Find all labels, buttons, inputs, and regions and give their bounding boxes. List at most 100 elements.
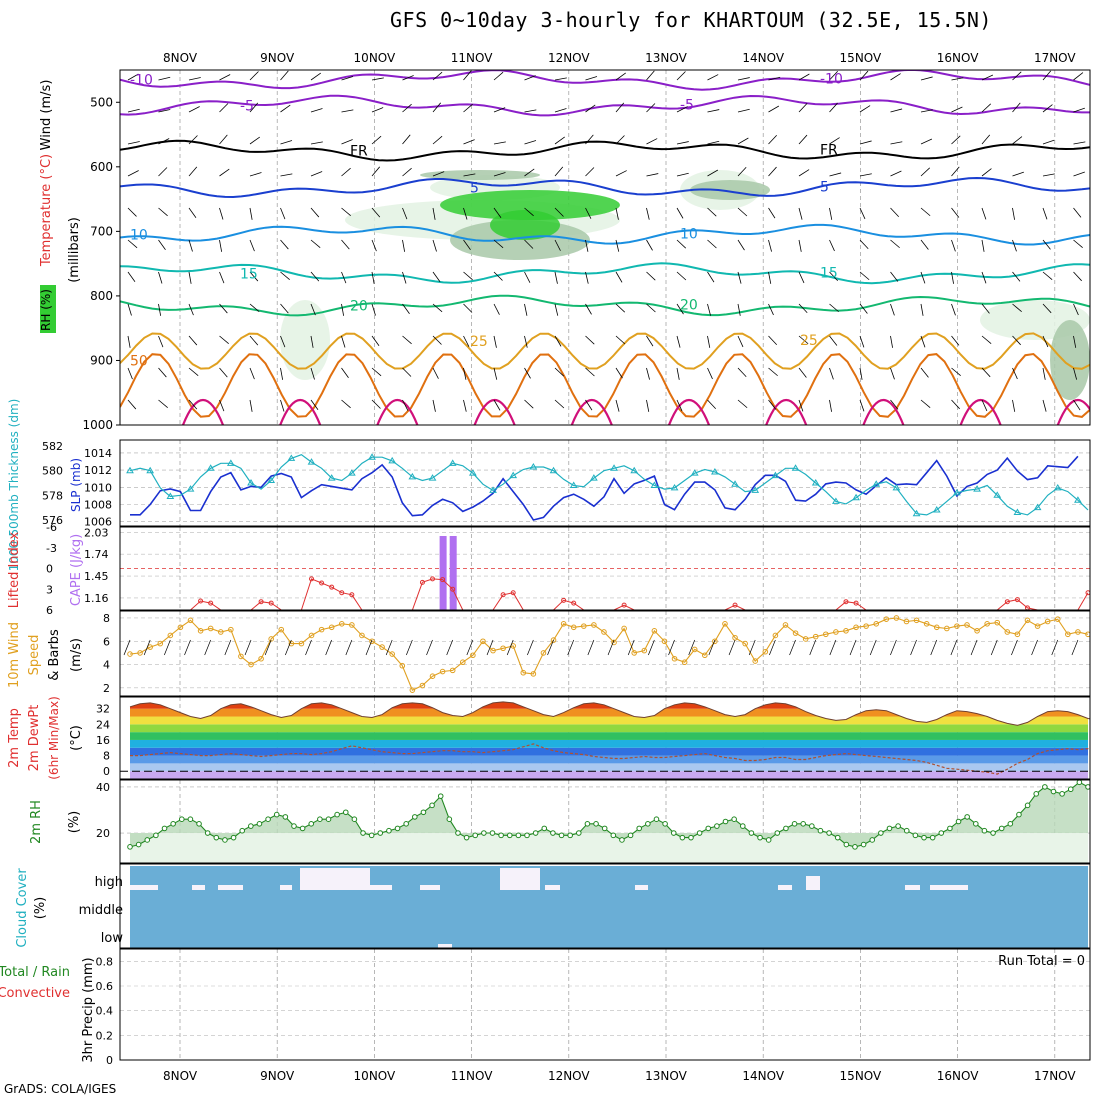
wind-speed-line [129,617,1089,691]
thickness-point [610,464,618,471]
wind-barb [951,77,964,81]
wind-barb [310,72,321,81]
wind-barb [676,207,684,219]
rh-point [273,811,280,818]
wind-barb [127,141,140,145]
wind-barb-10m [1011,639,1018,656]
wind-speed-point [903,618,910,625]
thickness-point [791,464,800,471]
top-day-label: 10NOV [354,51,396,65]
wind-speed-point [1024,617,1031,624]
thickness-point [347,469,356,476]
rh-point [731,816,737,822]
wind-barb [859,239,869,250]
rh-point [144,837,151,843]
rh-legend-swatch [40,285,56,333]
wind-barb [920,367,929,378]
rh-point [325,816,332,822]
temp-band [130,716,1088,725]
wind-speed-point [560,621,567,627]
wind-barb [890,399,899,410]
wind-speed-point [772,632,779,639]
wind-barb-10m [385,639,393,656]
wind-barb [127,303,132,316]
wind-barb [1042,70,1052,81]
cloud-high-bar [955,885,968,890]
rh-point [481,830,487,836]
wind-barb-10m [708,639,716,656]
wind-speed-point [177,624,184,631]
cloud-high-bar [500,868,540,890]
thickness-point [247,479,255,486]
rh-point [947,825,953,832]
rh-point [351,816,358,822]
rh-point [368,832,375,839]
slp-tick-label: 1010 [84,481,112,494]
wind-barb [310,367,315,380]
li-point [419,579,425,585]
wind-barb-10m [829,639,837,656]
wind-barb [188,239,193,252]
wind-barb [432,271,441,282]
rh-point [239,827,245,834]
rh-point [204,830,211,836]
wind-barb [554,335,562,347]
wind-barb-10m [527,639,534,656]
ylabel-2m-dewpt: 2m DewPt [27,705,42,772]
wind-barb [463,70,472,81]
wind-barb [341,207,351,217]
slp-tick-label: 1008 [84,499,112,512]
wind-speed-point [328,624,335,631]
wind-barb [798,303,808,314]
wind-barb [890,303,895,316]
wind-speed-point [823,631,829,638]
thickness-point [206,464,215,471]
wind-barb [890,367,895,380]
wind-barb [524,271,531,283]
wind-barb [920,167,931,177]
wind-barb [524,335,528,348]
rh-point [153,832,159,839]
rh-point [903,827,910,834]
rh-point [1076,780,1083,786]
wind-barb [158,207,168,217]
wind-barb-10m [285,639,292,656]
li-point [268,600,274,606]
wind-barb [341,367,349,378]
rh-point [170,821,176,827]
panel-frame-cloud [119,863,1091,949]
wind-speed-point [318,626,325,633]
temp-band [130,701,1088,709]
temp-band [130,771,1088,779]
wind-barb [127,170,139,177]
wind-barb [219,74,231,81]
rh-point [394,825,401,832]
wind-barb-10m [970,639,978,656]
wind-barb [920,239,929,250]
wind-barb-10m [869,639,877,656]
pressure-tick-label: 1000 [82,418,113,432]
wind-barb [280,271,290,281]
thickness-point [1013,508,1022,515]
rh-point [705,825,712,832]
wind-barb [188,166,198,177]
wind-barb [920,207,931,217]
wind-speed-point [520,669,527,676]
li-tick-label: -6 [46,521,57,534]
rh-point [757,834,763,841]
wind-barb [585,207,592,219]
thickness-point [589,474,598,481]
wind-barb [1012,303,1022,313]
temp-tick-label: 8 [103,750,110,763]
isotherm--10 [120,70,1090,91]
wind-barb [158,367,167,378]
wind-barb [615,399,620,412]
rh-point [662,821,668,827]
wind-barb [768,207,776,219]
panel-frame-precip [119,948,1091,1061]
wind-barb [280,140,293,145]
wind-barb [1012,239,1017,252]
wind-barb [920,399,931,409]
rh-point [161,825,168,832]
ylabel-2m-temp: 2m Temp [7,708,22,768]
